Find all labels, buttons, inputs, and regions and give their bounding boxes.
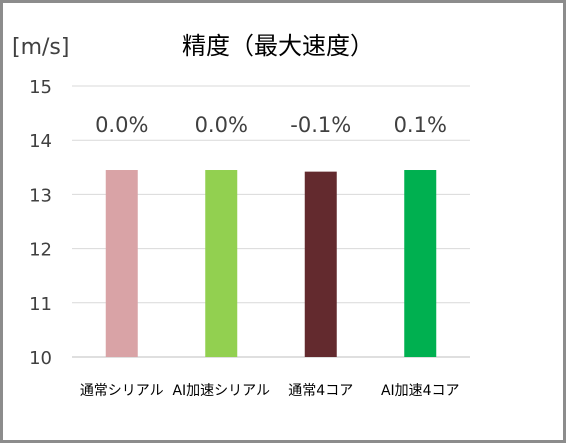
bar [205, 170, 238, 357]
data-label: 0.1% [394, 113, 447, 137]
x-tick-label: 通常4コア [288, 383, 353, 399]
data-label: 0.0% [195, 113, 248, 137]
x-tick-label: AI加速シリアル [172, 383, 270, 399]
y-axis-label: [m/s] [12, 35, 69, 60]
bar [404, 170, 437, 357]
y-tick-labels: 10 11 12 13 14 15 [29, 77, 52, 369]
data-label: -0.1% [290, 113, 351, 137]
x-tick-labels: 通常シリアル AI加速シリアル 通常4コア AI加速4コア [80, 383, 460, 399]
y-tick-label: 10 [29, 348, 52, 369]
y-tick-label: 12 [29, 240, 52, 261]
bars [105, 170, 437, 357]
y-tick-label: 14 [29, 131, 52, 152]
bar [304, 171, 337, 357]
y-tick-label: 13 [29, 185, 52, 206]
bar [105, 170, 138, 357]
y-tick-label: 11 [29, 294, 52, 315]
x-tick-label: AI加速4コア [381, 383, 460, 399]
x-tick-label: 通常シリアル [80, 383, 164, 399]
chart-title: 精度（最大速度） [182, 32, 374, 60]
y-tick-label: 15 [29, 77, 52, 98]
gridlines [72, 85, 470, 358]
data-label: 0.0% [95, 113, 148, 137]
data-labels: 0.0% 0.0% -0.1% 0.1% [95, 113, 447, 137]
